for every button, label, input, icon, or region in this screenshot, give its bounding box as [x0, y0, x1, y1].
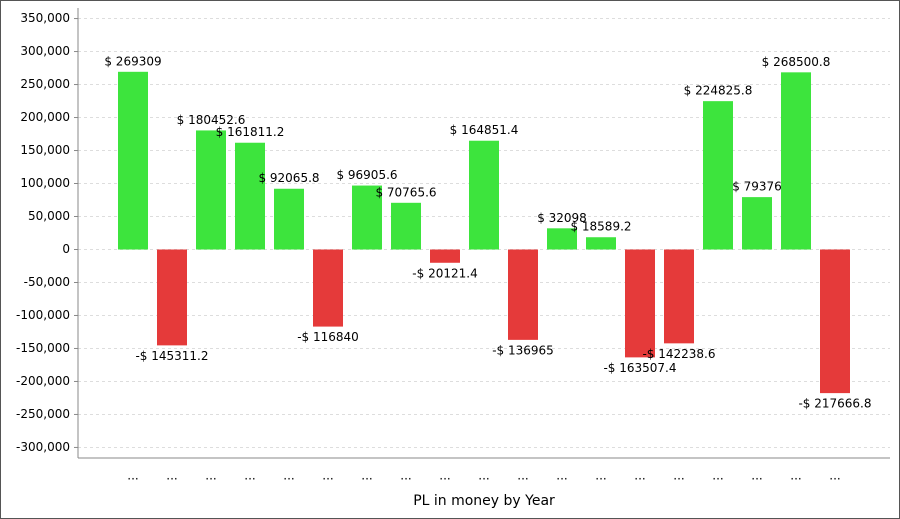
- value-label: -$ 116840: [297, 330, 359, 344]
- x-tick-label: ...: [205, 469, 216, 483]
- x-tick-label: ...: [400, 469, 411, 483]
- value-label: $ 96905.6: [336, 168, 397, 182]
- value-label: $ 164851.4: [450, 123, 519, 137]
- bar: [391, 202, 421, 250]
- bar: [118, 71, 148, 250]
- y-tick-label: -50,000: [24, 275, 70, 289]
- value-label: $ 70765.6: [375, 185, 436, 199]
- bar: [274, 188, 304, 250]
- value-label: $ 32098: [537, 211, 587, 225]
- value-label: -$ 142238.6: [642, 347, 715, 361]
- bar: [625, 249, 655, 358]
- y-tick-label: 250,000: [20, 77, 70, 91]
- x-tick-label: ...: [595, 469, 606, 483]
- bar: [352, 185, 382, 250]
- bar: [742, 197, 772, 250]
- y-tick-label: -100,000: [16, 308, 70, 322]
- x-tick-label: ...: [634, 469, 645, 483]
- y-tick-label: 300,000: [20, 44, 70, 58]
- y-tick-label: 200,000: [20, 110, 70, 124]
- bar: [664, 249, 694, 344]
- value-label: $ 269309: [104, 54, 161, 68]
- value-label: $ 79376: [732, 180, 782, 194]
- x-tick-label: ...: [361, 469, 372, 483]
- bar: [196, 130, 226, 250]
- value-label: $ 268500.8: [762, 55, 831, 69]
- x-tick-label: ...: [829, 469, 840, 483]
- y-tick-label: 50,000: [28, 209, 70, 223]
- bar: [157, 249, 187, 346]
- bar: [235, 142, 265, 250]
- x-tick-label: ...: [517, 469, 528, 483]
- y-tick-label: -200,000: [16, 374, 70, 388]
- value-label: -$ 163507.4: [603, 361, 676, 375]
- y-tick-label: 0: [62, 242, 70, 256]
- x-tick-label: ...: [127, 469, 138, 483]
- bar: [508, 249, 538, 340]
- x-tick-label: ...: [244, 469, 255, 483]
- x-tick-label: ...: [790, 469, 801, 483]
- y-tick-label: -300,000: [16, 440, 70, 454]
- value-label: $ 92065.8: [258, 171, 319, 185]
- value-label: -$ 20121.4: [412, 266, 477, 280]
- value-label: $ 224825.8: [684, 84, 753, 98]
- value-label: -$ 217666.8: [798, 397, 871, 411]
- x-tick-label: ...: [166, 469, 177, 483]
- x-tick-label: ...: [478, 469, 489, 483]
- x-tick-label: ...: [283, 469, 294, 483]
- y-tick-label: 100,000: [20, 176, 70, 190]
- x-tick-label: ...: [322, 469, 333, 483]
- y-tick-label: -150,000: [16, 341, 70, 355]
- value-label: $ 161811.2: [216, 125, 285, 139]
- x-tick-label: ...: [712, 469, 723, 483]
- value-label: $ 180452.6: [177, 113, 246, 127]
- bar: [586, 237, 616, 250]
- bar: [313, 249, 343, 327]
- x-tick-label: ...: [556, 469, 567, 483]
- x-tick-label: ...: [673, 469, 684, 483]
- bar: [547, 228, 577, 250]
- value-label: -$ 136965: [492, 343, 554, 357]
- bar: [469, 140, 499, 250]
- value-label: $ 18589.2: [570, 220, 631, 234]
- x-tick-label: ...: [751, 469, 762, 483]
- y-tick-label: -250,000: [16, 407, 70, 421]
- bar: [820, 249, 850, 394]
- y-tick-label: 350,000: [20, 11, 70, 25]
- x-tick-label: ...: [439, 469, 450, 483]
- bar: [430, 249, 460, 263]
- bar: [781, 72, 811, 250]
- y-tick-label: 150,000: [20, 143, 70, 157]
- bar: [703, 101, 733, 250]
- x-axis-title: PL in money by Year: [413, 493, 555, 509]
- value-label: -$ 145311.2: [135, 349, 208, 363]
